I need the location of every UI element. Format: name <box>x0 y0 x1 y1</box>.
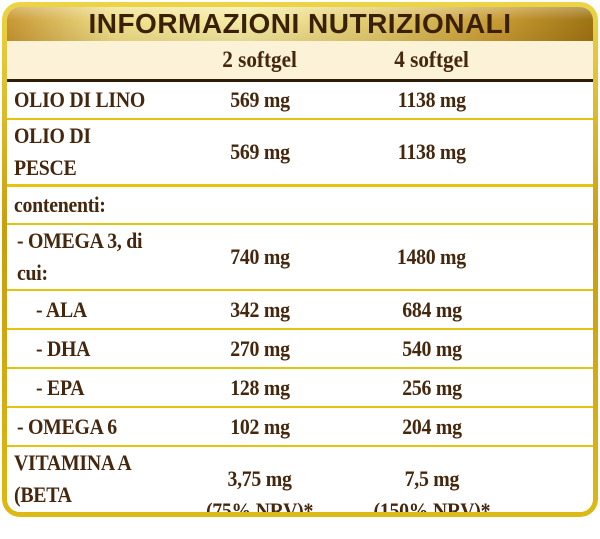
value-4-softgel: 1138 mg <box>397 86 466 112</box>
value-4-softgel: 1480 mg <box>397 244 467 270</box>
panel-title: INFORMAZIONI NUTRIZIONALI <box>88 8 512 39</box>
value-4-softgel: 256 mg <box>402 374 462 400</box>
value-2-softgel: 569 mg <box>229 86 290 112</box>
value-2-softgel: 270 mg <box>229 335 290 361</box>
value-2-softgel: 3,75 mg (75% NRV)* <box>205 466 314 512</box>
column-header-empty <box>7 41 173 82</box>
panel-body: INFORMAZIONI NUTRIZIONALI 2 softgel 4 so… <box>7 7 593 512</box>
value-4-softgel: 204 mg <box>402 413 462 439</box>
row-label: - DHA <box>36 335 91 361</box>
table-row-dha: - DHA 270 mg 540 mg <box>7 329 593 370</box>
value-2-softgel: 128 mg <box>229 374 290 400</box>
table-row-epa: - EPA 128 mg 256 mg <box>7 368 593 409</box>
table-row-ala: - ALA 342 mg 684 mg <box>7 290 593 331</box>
row-label: OLIO DI LINO <box>14 86 145 112</box>
value-4-softgel: 1138 mg <box>397 138 466 164</box>
row-label: - ALA <box>36 296 87 322</box>
table-row-olio-di-lino: OLIO DI LINO 569 mg 1138 mg <box>7 80 593 120</box>
row-label: OLIO DI PESCE <box>14 123 91 180</box>
row-label: contenenti: <box>14 192 106 218</box>
value-4-softgel: 540 mg <box>402 335 462 361</box>
value-4-softgel: 684 mg <box>402 296 462 322</box>
table-row-vitamina-a: VITAMINA A (BETA CAROTENE) 3,75 mg (75% … <box>7 446 593 512</box>
table-row-omega-3: - OMEGA 3, di cui: 740 mg 1480 mg <box>7 224 593 292</box>
value-2-softgel: 569 mg <box>229 138 290 164</box>
value-2-softgel: 102 mg <box>229 413 290 439</box>
row-label: - OMEGA 6 <box>17 413 117 439</box>
column-header-2-softgel: 2 softgel <box>172 41 347 82</box>
nutrition-table-wrap: 2 softgel 4 softgel OLIO DI LINO 569 mg … <box>7 41 593 512</box>
panel-title-band: INFORMAZIONI NUTRIZIONALI <box>7 7 593 41</box>
value-4-softgel: 7,5 mg (150% NRV)* <box>373 466 491 512</box>
table-row-contenenti: contenenti: <box>7 185 593 226</box>
row-label: - EPA <box>36 374 85 400</box>
column-header-4-softgel: 4 softgel <box>346 41 517 82</box>
column-header-spacer <box>516 41 593 82</box>
row-label: VITAMINA A (BETA CAROTENE) <box>14 450 132 507</box>
row-label: - OMEGA 3, di cui: <box>17 228 143 286</box>
column-header-row: 2 softgel 4 softgel <box>7 41 593 82</box>
table-row-olio-di-pesce: OLIO DI PESCE 569 mg 1138 mg <box>7 119 593 187</box>
value-2-softgel: 342 mg <box>229 296 290 322</box>
table-row-omega-6: - OMEGA 6 102 mg 204 mg <box>7 407 593 448</box>
value-2-softgel: 740 mg <box>229 244 290 270</box>
nutrition-facts-panel: INFORMAZIONI NUTRIZIONALI 2 softgel 4 so… <box>2 2 598 517</box>
nutrition-table: 2 softgel 4 softgel OLIO DI LINO 569 mg … <box>7 41 593 512</box>
